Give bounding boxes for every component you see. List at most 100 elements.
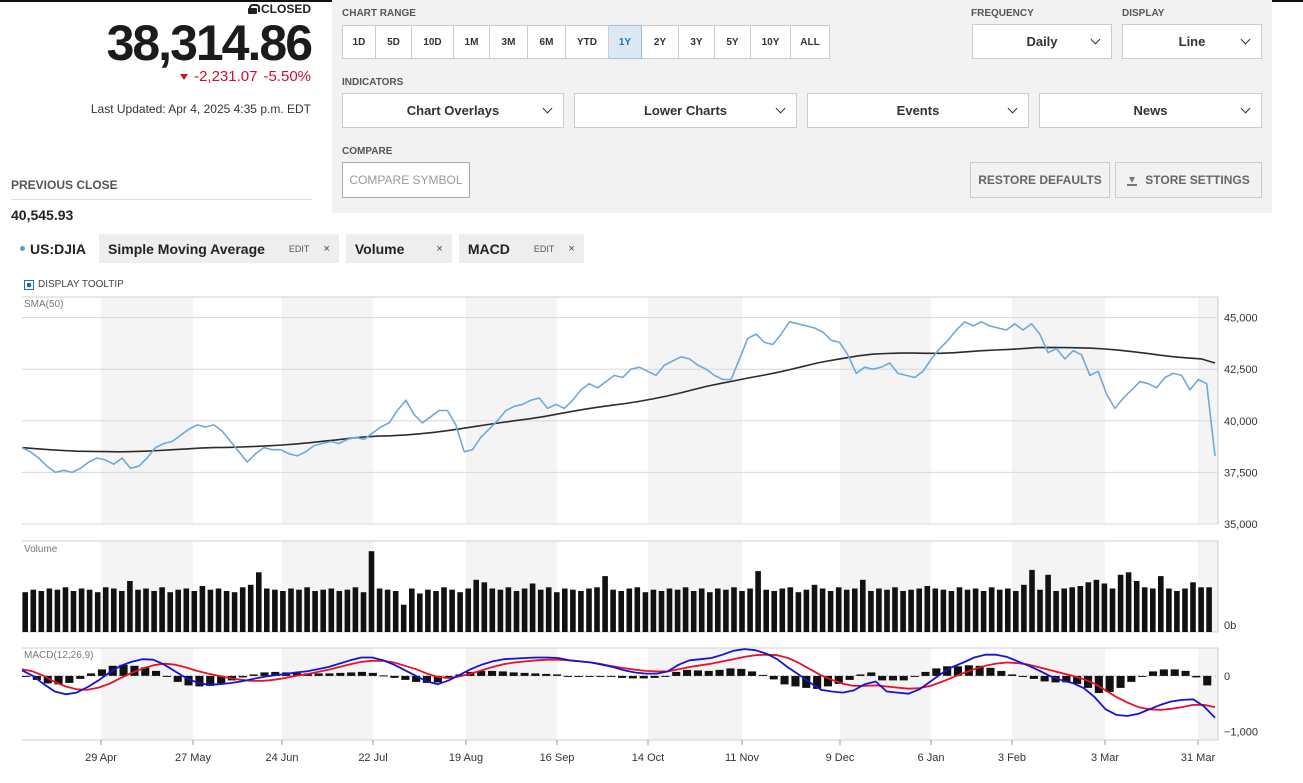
- macd-chip-label: MACD: [467, 240, 510, 257]
- volume-chip: Volume ×: [345, 234, 452, 263]
- macd-histogram-bar: [704, 670, 713, 676]
- volume-bar: [731, 587, 737, 632]
- macd-histogram-bar: [76, 675, 85, 679]
- display-tooltip-toggle[interactable]: DISPLAY TOOLTIP: [24, 279, 124, 290]
- restore-defaults-button[interactable]: RESTORE DEFAULTS: [970, 162, 1110, 198]
- x-axis-label: 16 Sep: [540, 752, 575, 764]
- volume-bar: [1109, 588, 1116, 632]
- month-band: [840, 648, 931, 740]
- volume-bar: [86, 589, 93, 632]
- range-2y[interactable]: 2Y: [642, 25, 679, 59]
- sma-edit-button[interactable]: EDIT: [288, 243, 310, 254]
- macd-histogram-bar: [650, 675, 659, 678]
- frequency-label: FREQUENCY: [971, 8, 1034, 19]
- volume-bar: [578, 591, 584, 632]
- volume-bar: [304, 587, 310, 632]
- volume-bar: [779, 588, 786, 632]
- macd-tick-label: 0: [1224, 671, 1230, 683]
- sma-remove-button[interactable]: ×: [323, 242, 330, 255]
- macd-signal-line: [21, 653, 1216, 711]
- volume-bar: [570, 589, 576, 632]
- volume-bar: [811, 584, 818, 632]
- volume-bar: [296, 589, 302, 632]
- x-axis-label: 9 Dec: [826, 752, 855, 764]
- volume-bar: [1045, 574, 1051, 632]
- volume-bar: [650, 589, 657, 632]
- macd-histogram-bar: [87, 673, 96, 676]
- volume-bar: [658, 591, 665, 632]
- last-price: 38,314.86: [106, 15, 313, 71]
- volume-bar: [723, 589, 729, 632]
- volume-bar: [256, 572, 262, 632]
- store-settings-button[interactable]: STORE SETTINGS: [1115, 162, 1262, 198]
- macd-histogram-bar: [758, 674, 767, 676]
- x-axis-label: 6 Jan: [918, 752, 945, 764]
- macd-histogram-bar: [574, 675, 583, 677]
- volume-bar: [481, 582, 488, 632]
- frequency-dropdown[interactable]: Daily: [972, 24, 1112, 59]
- macd-histogram-bar: [498, 671, 507, 676]
- macd-histogram-bar: [553, 674, 562, 676]
- range-3m[interactable]: 3M: [490, 25, 528, 59]
- sma-chip: Simple Moving Average EDIT ×: [99, 234, 339, 263]
- display-dropdown[interactable]: Line: [1122, 24, 1262, 59]
- macd-histogram-bar: [867, 672, 876, 676]
- macd-histogram-bar: [672, 671, 681, 676]
- range-all[interactable]: ALL: [791, 25, 830, 59]
- macd-histogram-bar: [715, 669, 724, 676]
- range-ytd[interactable]: YTD: [566, 25, 609, 59]
- macd-histogram-bar: [618, 675, 627, 678]
- store-settings-label: STORE SETTINGS: [1145, 173, 1250, 187]
- macd-histogram-bar: [509, 672, 518, 676]
- macd-histogram-bar: [639, 675, 648, 679]
- compare-symbol-input[interactable]: COMPARE SYMBOL: [342, 162, 470, 198]
- volume-bar: [433, 591, 439, 632]
- volume-bar: [1117, 574, 1124, 632]
- macd-histogram-bar: [769, 675, 778, 680]
- events-dropdown[interactable]: Events: [807, 93, 1029, 128]
- macd-histogram-bar: [325, 673, 334, 676]
- range-1d[interactable]: 1D: [342, 25, 376, 59]
- lower-charts-dropdown[interactable]: Lower Charts: [574, 93, 797, 128]
- volume-bar: [956, 587, 963, 632]
- macd-histogram-bar: [899, 675, 908, 681]
- checkbox-icon[interactable]: [24, 279, 34, 290]
- chart-range-label: CHART RANGE: [342, 8, 416, 19]
- volume-remove-button[interactable]: ×: [436, 242, 443, 255]
- macd-histogram-bar: [1149, 671, 1158, 676]
- macd-histogram-bar: [1170, 669, 1179, 676]
- news-label: News: [1133, 103, 1168, 118]
- volume-bar: [908, 589, 914, 632]
- range-10y[interactable]: 10Y: [751, 25, 791, 59]
- range-5y[interactable]: 5Y: [715, 25, 751, 59]
- x-axis-label: 3 Feb: [998, 752, 1026, 764]
- macd-histogram-bar: [357, 671, 366, 676]
- volume-bar: [352, 587, 359, 632]
- x-axis-label: 3 Mar: [1091, 752, 1119, 764]
- chart-overlays-dropdown[interactable]: Chart Overlays: [342, 93, 564, 128]
- range-5d[interactable]: 5D: [376, 25, 412, 59]
- range-1y[interactable]: 1Y: [609, 25, 642, 59]
- volume-bar: [360, 592, 367, 632]
- range-6m[interactable]: 6M: [528, 25, 566, 59]
- volume-bar: [892, 587, 898, 632]
- macd-edit-button[interactable]: EDIT: [533, 243, 555, 254]
- volume-bar: [1093, 579, 1100, 632]
- macd-histogram-bar: [43, 675, 52, 684]
- volume-bar: [626, 588, 633, 632]
- volume-bar: [207, 589, 214, 632]
- news-dropdown[interactable]: News: [1039, 93, 1262, 128]
- volume-bar: [191, 591, 198, 632]
- compare-label: COMPARE: [342, 146, 393, 157]
- range-10d[interactable]: 10D: [412, 25, 454, 59]
- macd-histogram-bar: [1116, 675, 1125, 688]
- range-1m[interactable]: 1M: [454, 25, 490, 59]
- macd-remove-button[interactable]: ×: [568, 242, 575, 255]
- range-3y[interactable]: 3Y: [679, 25, 715, 59]
- volume-bar: [1101, 583, 1108, 632]
- volume-bar: [1166, 588, 1172, 632]
- macd-histogram-bar: [336, 672, 345, 676]
- macd-histogram-bar: [856, 674, 865, 676]
- macd-histogram-bar: [1040, 675, 1049, 682]
